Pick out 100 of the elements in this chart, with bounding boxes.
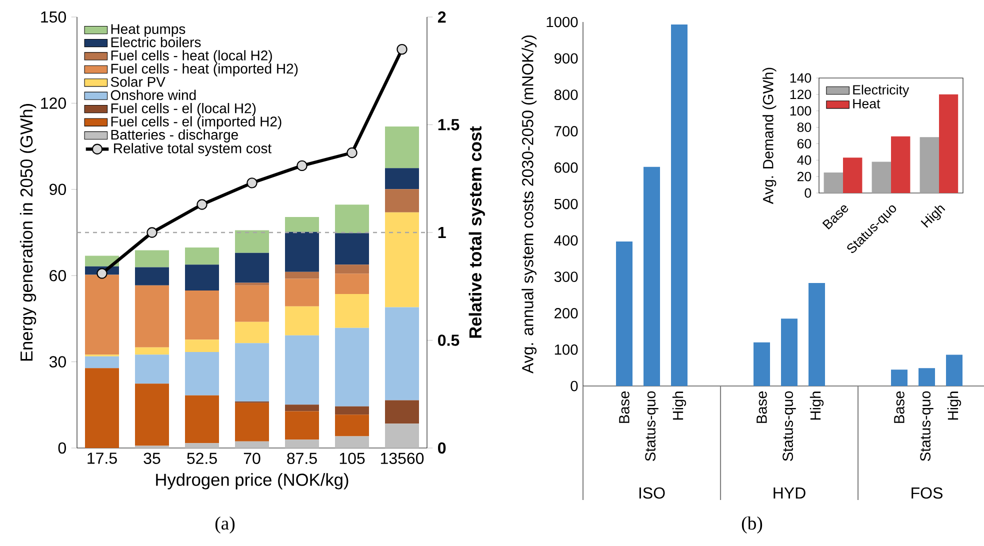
y-tick-label: 140 [790, 73, 812, 83]
y-tick-label: 600 [554, 162, 578, 173]
bar [85, 274, 120, 355]
y-tick-label: 100 [790, 106, 812, 116]
bar [335, 274, 370, 294]
y-tick-label: 80 [797, 122, 812, 132]
point [246, 178, 258, 188]
y2-tick-label: 1 [438, 227, 446, 238]
text: ISO [639, 487, 665, 499]
y-tick-label: 60 [797, 138, 812, 148]
bar [891, 370, 908, 386]
y-tick-label: 100 [554, 344, 578, 355]
bar [918, 368, 936, 386]
bar [335, 204, 370, 234]
bar [385, 168, 420, 190]
y-tick-label: 700 [554, 126, 578, 136]
y-tick-label: 150 [41, 11, 66, 23]
point [296, 160, 308, 172]
bar [285, 404, 320, 412]
point [96, 268, 108, 279]
bar [843, 158, 862, 193]
bar [185, 352, 219, 396]
bar [891, 136, 910, 193]
bar [824, 172, 844, 193]
bar [385, 189, 420, 212]
legend-label: Electric boilers [111, 36, 201, 48]
x-tick-label: High [947, 392, 962, 420]
bar [235, 230, 269, 253]
y2-axis-title: Relative total system cost [468, 126, 485, 338]
legend-label: Onshore wind [110, 90, 196, 100]
y2-tick-label: 0.5 [438, 334, 460, 346]
y-tick-label: 900 [554, 53, 578, 64]
text: (a) [215, 516, 235, 534]
x-tick-label: Status-quo [645, 391, 658, 461]
legend-label: Fuel cells - heat (imported H2) [111, 63, 298, 76]
bar [335, 414, 370, 436]
x-tick-label: High [672, 392, 686, 420]
y-tick-label: 500 [554, 198, 578, 210]
y-tick-label: 1000 [546, 16, 578, 28]
x-tick-label: 52.5 [187, 452, 217, 464]
bar [285, 440, 320, 448]
y-axis-title: Energy generation in 2050 (GWh) [20, 104, 36, 361]
y-tick-label: 200 [554, 308, 578, 318]
x-tick-label: 70 [244, 452, 260, 464]
x-tick-label: Base [619, 391, 630, 423]
bar [781, 318, 798, 386]
bar [335, 436, 370, 448]
bar [135, 250, 170, 268]
bar [385, 424, 420, 448]
y2-tick-label: 0 [438, 442, 446, 454]
bar [135, 354, 170, 384]
bar [754, 342, 770, 386]
legend-label: Batteries - discharge [111, 129, 238, 142]
bar [644, 166, 660, 386]
bar [335, 406, 370, 415]
legend-label: Electricity [853, 84, 910, 98]
y-tick-label: 300 [554, 272, 578, 282]
bar [939, 94, 958, 193]
bar [616, 241, 633, 386]
x-axis-title: Hydrogen price (NOK/kg) [156, 473, 348, 490]
x-tick-label: 13560 [380, 452, 424, 464]
bar [335, 328, 370, 406]
bar [85, 356, 120, 368]
legend-label: Solar PV [110, 76, 166, 87]
bar [235, 252, 269, 283]
bar [285, 411, 320, 440]
x-tick-label: High [920, 205, 946, 228]
y-tick-label: 120 [790, 90, 812, 100]
bar [135, 267, 170, 286]
x-tick-label: Base [894, 391, 904, 423]
bar [285, 272, 320, 279]
bar [235, 282, 269, 286]
y-tick-label: 0 [804, 188, 812, 198]
y2-tick-label: 2 [438, 11, 446, 23]
bar [185, 290, 219, 340]
legend-label: Relative total system cost [114, 143, 272, 156]
bar [385, 400, 420, 424]
legend-label: Heat pumps [111, 24, 186, 37]
y-tick-label: 0 [58, 442, 66, 454]
x-tick-label: 105 [340, 452, 365, 464]
text: FOS [912, 487, 942, 499]
point [196, 199, 208, 210]
legend-label: Fuel cells - el (imported H2) [111, 116, 282, 130]
x-tick-label: 87.5 [287, 452, 317, 464]
bar [235, 343, 269, 402]
point [396, 44, 408, 55]
bar [808, 282, 826, 386]
bar [185, 340, 219, 352]
bar [335, 233, 370, 265]
y-tick-label: 40 [797, 155, 812, 165]
legend-label: Fuel cells - heat (local H2) [111, 50, 272, 64]
point [146, 227, 158, 238]
bar [135, 384, 170, 446]
bar [335, 294, 370, 328]
x-tick-label: Status-quo [782, 391, 796, 461]
bar [385, 126, 420, 168]
bar [185, 443, 219, 448]
bar [235, 402, 269, 442]
bar [235, 322, 269, 344]
bar [285, 306, 320, 336]
